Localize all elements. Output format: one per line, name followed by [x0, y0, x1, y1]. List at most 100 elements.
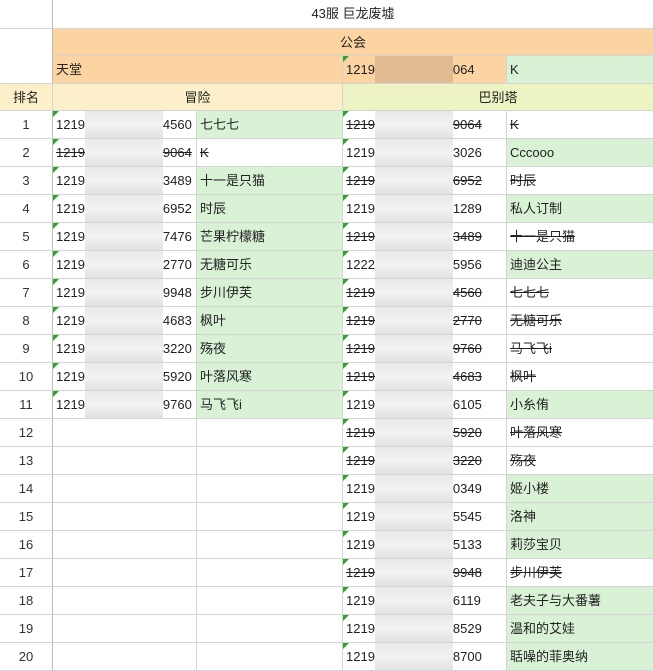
- right-player-name-cell[interactable]: 小糸侑: [507, 391, 654, 419]
- right-player-name-cell[interactable]: Cccooo: [507, 139, 654, 167]
- rank-cell[interactable]: 15: [0, 503, 53, 531]
- rank-cell[interactable]: 20: [0, 643, 53, 671]
- left-player-id-cell[interactable]: 1219 3220: [53, 335, 197, 363]
- right-player-id-cell[interactable]: 1219 1289: [343, 195, 507, 223]
- right-player-id-cell[interactable]: 1222 5956: [343, 251, 507, 279]
- right-player-name-cell[interactable]: 时辰: [507, 167, 654, 195]
- rank-cell[interactable]: 12: [0, 419, 53, 447]
- right-player-name-cell[interactable]: 七七七: [507, 279, 654, 307]
- right-player-id-cell[interactable]: 1219 3489: [343, 223, 507, 251]
- rank-cell[interactable]: 1: [0, 111, 53, 139]
- left-player-id-cell[interactable]: 1219 6952: [53, 195, 197, 223]
- blank-header-cell[interactable]: [0, 29, 53, 84]
- right-player-name-cell[interactable]: 枫叶: [507, 363, 654, 391]
- rank-cell[interactable]: 17: [0, 559, 53, 587]
- left-player-name-cell[interactable]: 殇夜: [197, 335, 343, 363]
- empty-cell[interactable]: [197, 587, 343, 615]
- right-player-name-cell[interactable]: 姬小楼: [507, 475, 654, 503]
- left-player-id-cell[interactable]: 1219 4683: [53, 307, 197, 335]
- right-player-id-cell[interactable]: 1219 0349: [343, 475, 507, 503]
- right-player-id-cell[interactable]: 1219 9064: [343, 111, 507, 139]
- left-player-id-cell[interactable]: 1219 2770: [53, 251, 197, 279]
- right-player-id-cell[interactable]: 1219 8700: [343, 643, 507, 671]
- empty-cell[interactable]: [197, 419, 343, 447]
- right-player-name-cell[interactable]: 十一是只猫: [507, 223, 654, 251]
- right-player-name-cell[interactable]: K: [507, 111, 654, 139]
- left-player-name-cell[interactable]: 七七七: [197, 111, 343, 139]
- right-player-id-cell[interactable]: 1219 6119: [343, 587, 507, 615]
- left-player-name-cell[interactable]: 十一是只猫: [197, 167, 343, 195]
- left-player-name-cell[interactable]: K: [197, 139, 343, 167]
- right-player-id-cell[interactable]: 1219 2770: [343, 307, 507, 335]
- left-player-name-cell[interactable]: 枫叶: [197, 307, 343, 335]
- right-player-name-cell[interactable]: 迪迪公主: [507, 251, 654, 279]
- empty-cell[interactable]: [197, 503, 343, 531]
- right-player-name-cell[interactable]: 殇夜: [507, 447, 654, 475]
- right-player-id-cell[interactable]: 1219 6952: [343, 167, 507, 195]
- corner-cell[interactable]: [0, 0, 53, 29]
- right-player-id-cell[interactable]: 1219 3220: [343, 447, 507, 475]
- left-player-name-cell[interactable]: 马飞飞i: [197, 391, 343, 419]
- empty-cell[interactable]: [53, 447, 197, 475]
- left-player-id-cell[interactable]: 1219 7476: [53, 223, 197, 251]
- right-server-header[interactable]: 巴别塔: [343, 84, 654, 111]
- rank-cell[interactable]: 11: [0, 391, 53, 419]
- right-player-name-cell[interactable]: 叶落风寒: [507, 419, 654, 447]
- right-player-id-cell[interactable]: 1219 8529: [343, 615, 507, 643]
- rank-cell[interactable]: 6: [0, 251, 53, 279]
- rank-cell[interactable]: 7: [0, 279, 53, 307]
- rank-cell[interactable]: 16: [0, 531, 53, 559]
- empty-cell[interactable]: [53, 615, 197, 643]
- empty-cell[interactable]: [53, 559, 197, 587]
- right-player-name-cell[interactable]: 马飞飞i: [507, 335, 654, 363]
- rank-cell[interactable]: 19: [0, 615, 53, 643]
- empty-cell[interactable]: [53, 503, 197, 531]
- guild-right-name[interactable]: K: [507, 56, 654, 84]
- rank-cell[interactable]: 14: [0, 475, 53, 503]
- right-player-name-cell[interactable]: 莉莎宝贝: [507, 531, 654, 559]
- rank-cell[interactable]: 8: [0, 307, 53, 335]
- rank-cell[interactable]: 3: [0, 167, 53, 195]
- right-player-name-cell[interactable]: 私人订制: [507, 195, 654, 223]
- rank-cell[interactable]: 18: [0, 587, 53, 615]
- empty-cell[interactable]: [53, 531, 197, 559]
- empty-cell[interactable]: [53, 587, 197, 615]
- right-player-name-cell[interactable]: 温和的艾娃: [507, 615, 654, 643]
- empty-cell[interactable]: [197, 475, 343, 503]
- left-player-id-cell[interactable]: 1219 9760: [53, 391, 197, 419]
- left-player-id-cell[interactable]: 1219 9064: [53, 139, 197, 167]
- rank-cell[interactable]: 4: [0, 195, 53, 223]
- guild-right-id[interactable]: 1219 064: [343, 56, 507, 84]
- empty-cell[interactable]: [53, 419, 197, 447]
- right-player-id-cell[interactable]: 1219 4560: [343, 279, 507, 307]
- rank-cell[interactable]: 9: [0, 335, 53, 363]
- guild-left-name[interactable]: 天堂: [53, 56, 343, 84]
- right-player-name-cell[interactable]: 老夫子与大番薯: [507, 587, 654, 615]
- rank-cell[interactable]: 10: [0, 363, 53, 391]
- right-player-name-cell[interactable]: 步川伊芙: [507, 559, 654, 587]
- left-player-id-cell[interactable]: 1219 4560: [53, 111, 197, 139]
- empty-cell[interactable]: [197, 447, 343, 475]
- empty-cell[interactable]: [53, 643, 197, 671]
- right-player-name-cell[interactable]: 聒噪的菲奥纳: [507, 643, 654, 671]
- left-player-name-cell[interactable]: 步川伊芙: [197, 279, 343, 307]
- empty-cell[interactable]: [53, 475, 197, 503]
- empty-cell[interactable]: [197, 643, 343, 671]
- right-player-name-cell[interactable]: 无糖可乐: [507, 307, 654, 335]
- left-player-name-cell[interactable]: 时辰: [197, 195, 343, 223]
- rank-cell[interactable]: 2: [0, 139, 53, 167]
- left-player-name-cell[interactable]: 叶落风寒: [197, 363, 343, 391]
- right-player-id-cell[interactable]: 1219 5920: [343, 419, 507, 447]
- right-player-id-cell[interactable]: 1219 5545: [343, 503, 507, 531]
- rank-cell[interactable]: 5: [0, 223, 53, 251]
- title-cell[interactable]: 43服 巨龙废墟: [53, 0, 654, 29]
- rank-cell[interactable]: 13: [0, 447, 53, 475]
- rank-header[interactable]: 排名: [0, 84, 53, 111]
- right-player-name-cell[interactable]: 洛神: [507, 503, 654, 531]
- left-player-id-cell[interactable]: 1219 5920: [53, 363, 197, 391]
- right-player-id-cell[interactable]: 1219 3026: [343, 139, 507, 167]
- right-player-id-cell[interactable]: 1219 6105: [343, 391, 507, 419]
- left-player-id-cell[interactable]: 1219 9948: [53, 279, 197, 307]
- right-player-id-cell[interactable]: 1219 4683: [343, 363, 507, 391]
- empty-cell[interactable]: [197, 559, 343, 587]
